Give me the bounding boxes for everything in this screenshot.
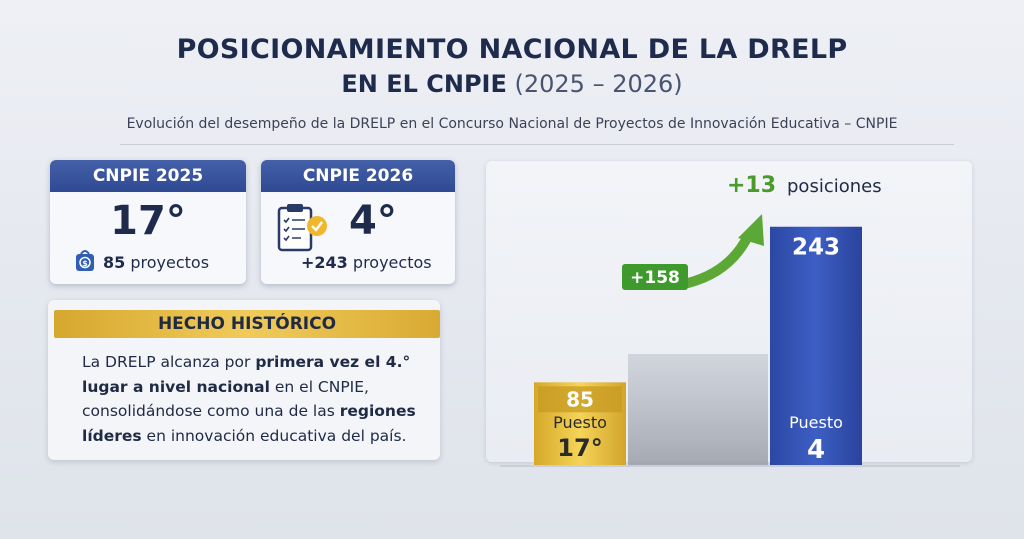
position-gain-label: posiciones <box>787 176 882 197</box>
increase-label: +158 <box>630 268 680 288</box>
card-cnpie-2025: CNPIE 2025 17° $ 85 proyectos <box>50 160 246 284</box>
bar-2025-rank-value: 17° <box>557 434 602 462</box>
growth-arrow-shaft <box>683 231 753 288</box>
card-projects: +243 proyectos <box>301 253 432 272</box>
bar-2026-rank-value: 4 <box>807 435 825 465</box>
page-title-line2: EN EL CNPIE (2025 – 2026) <box>0 70 1024 98</box>
page-subtitle: Evolución del desempeño de la DRELP en e… <box>126 116 898 132</box>
hecho-text: La DRELP alcanza por primera vez el 4.° … <box>82 353 416 445</box>
bar-2025-rank-label: Puesto <box>553 413 607 432</box>
page-title: POSICIONAMIENTO NACIONAL DE LA DRELP <box>176 34 848 65</box>
increase-bar <box>628 353 768 466</box>
hecho-historico-box: HECHO HISTÓRICO La DRELP alcanza por pri… <box>48 300 440 460</box>
position-gain-value: +13 <box>727 173 776 198</box>
card-cnpie-2026: CNPIE 2026 4° +243 proyectos <box>261 160 455 284</box>
increase-badge <box>622 264 688 290</box>
card-rank: 17° <box>110 198 186 244</box>
hecho-heading: HECHO HISTÓRICO <box>54 310 440 338</box>
svg-text:$: $ <box>82 259 88 268</box>
card-title: CNPIE 2026 <box>261 160 455 192</box>
card-projects: 85 proyectos <box>103 253 210 272</box>
title-cnpie: EN EL CNPIE <box>341 70 507 98</box>
clipboard-check-icon <box>277 204 327 252</box>
bar-2026-value: 243 <box>792 235 840 261</box>
bag-icon: $ <box>76 250 94 271</box>
bar-2026-rank-label: Puesto <box>789 413 843 432</box>
divider <box>120 144 954 145</box>
card-rank: 4° <box>349 198 397 244</box>
title-years: (2025 – 2026) <box>514 70 683 98</box>
bar-2025-value: 85 <box>566 387 594 411</box>
card-title: CNPIE 2025 <box>50 160 246 192</box>
growth-arrow-head <box>738 214 764 246</box>
bar-2025-label-band <box>538 386 622 413</box>
bar-2026 <box>770 226 862 466</box>
